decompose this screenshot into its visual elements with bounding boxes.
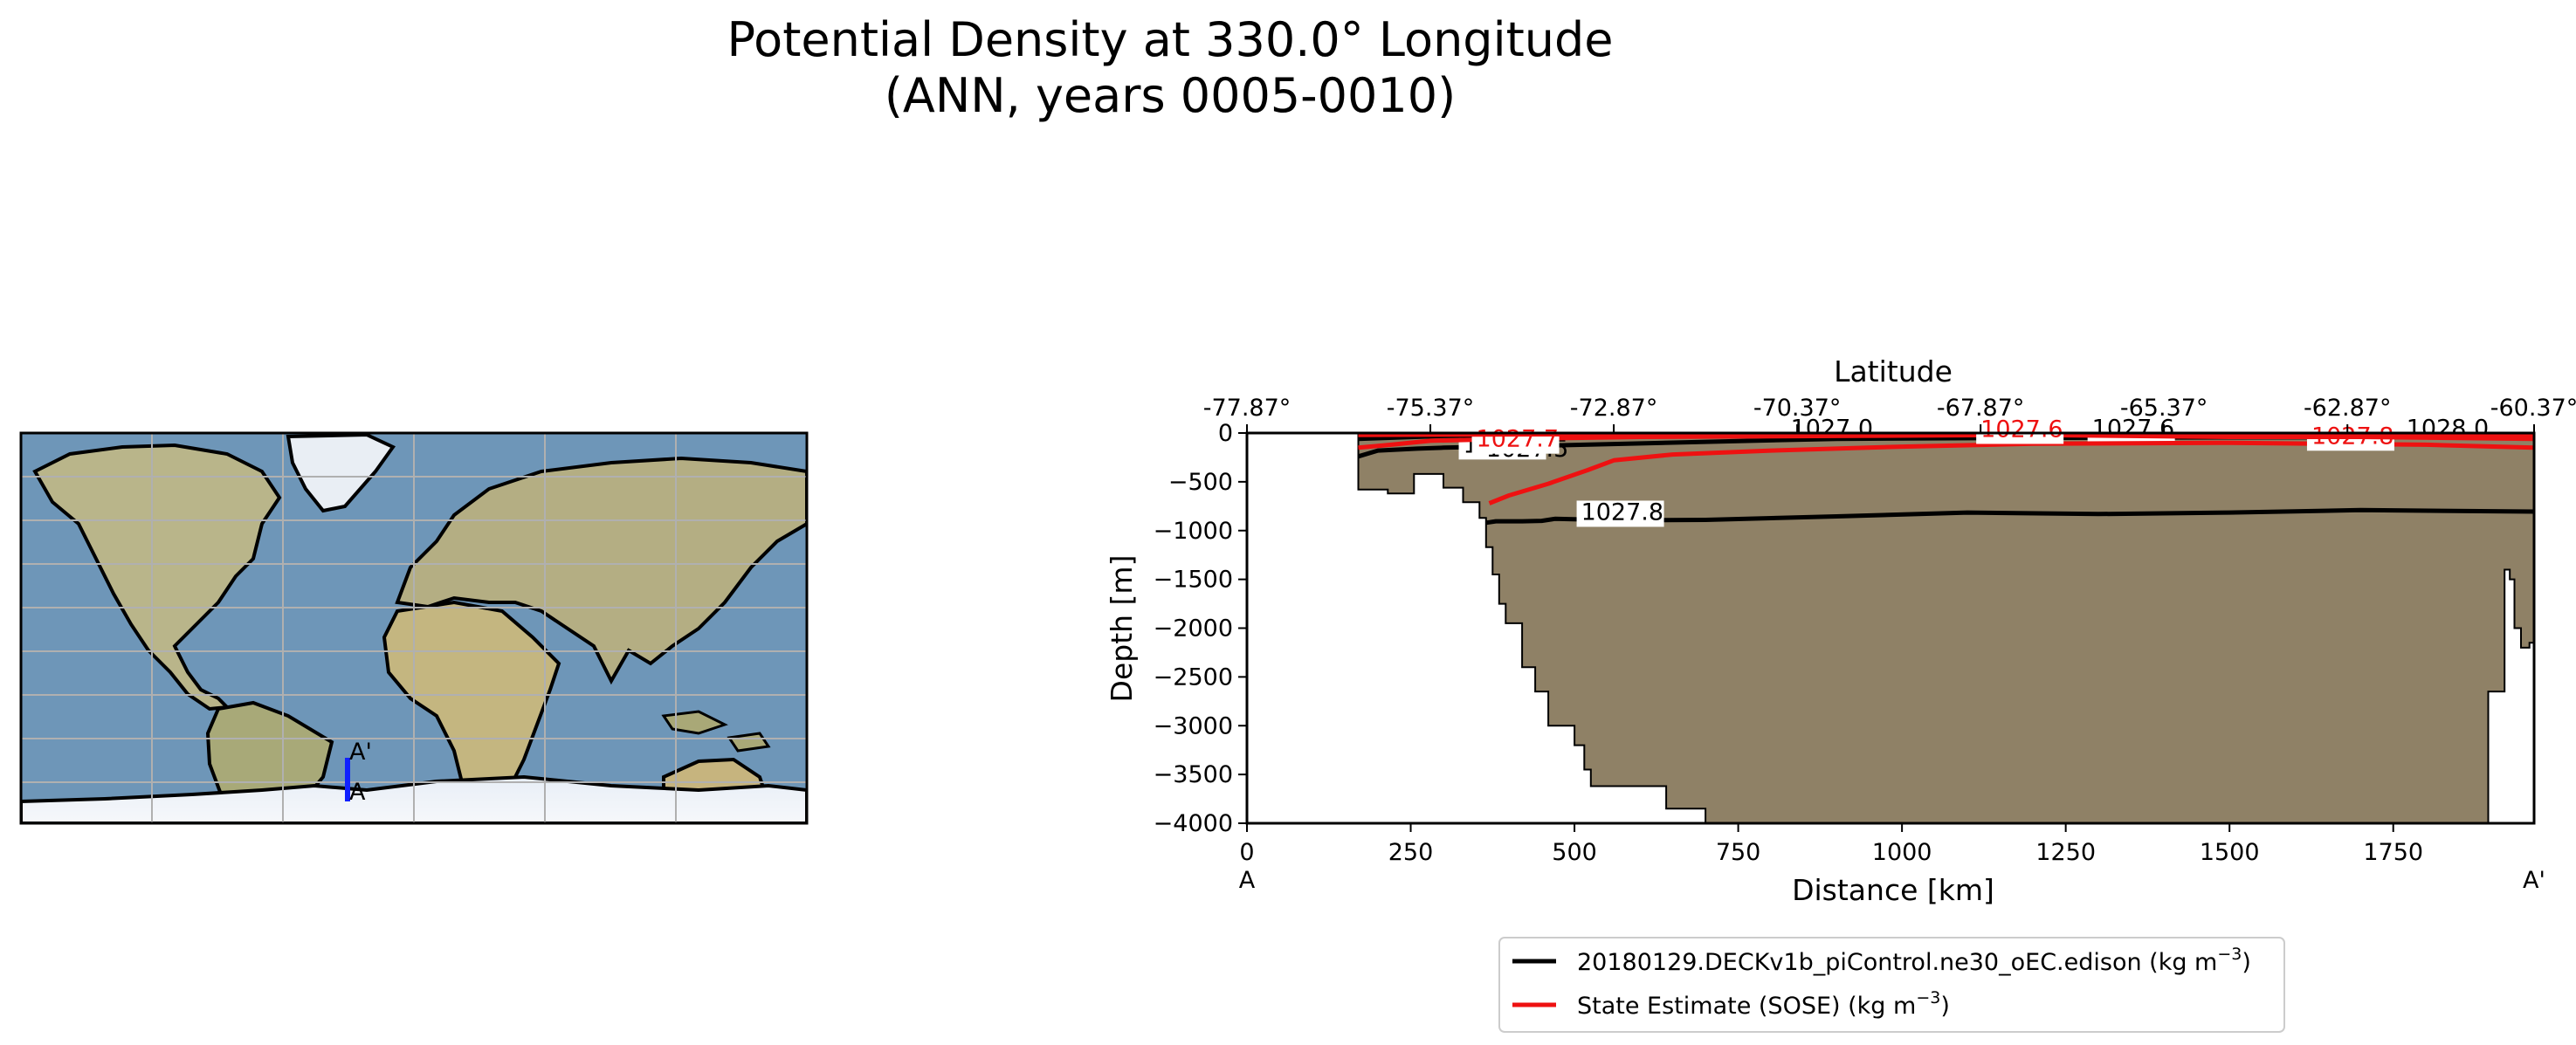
y-tick-label: −500	[1168, 469, 1233, 496]
latitude-ticks: -77.87° -75.37° -72.87° -70.37° -67.87° -65.3…	[1203, 395, 2576, 433]
chart-title-line2: (ANN, years 0005-0010)	[885, 68, 1456, 123]
bathymetry	[1247, 432, 2535, 824]
y-tick-label: 0	[1218, 420, 1233, 447]
contour-label-s0-0: 1027.8	[1581, 498, 1663, 526]
y-tick-label: −1500	[1154, 567, 1233, 594]
eurasia	[395, 456, 807, 685]
y-tick-label: −2500	[1154, 663, 1233, 691]
x-tick-label: 1000	[1872, 839, 1932, 866]
lat-tick-label: -67.87°	[1937, 395, 2025, 422]
x-tick-label: 750	[1716, 839, 1761, 866]
y-axis-ticks: 0 −500 −1000 −1500 −2000 −2500 −3000 −3500 −4000	[1154, 420, 1247, 837]
contour-label-s1-1: 1027.7	[1477, 426, 1559, 453]
x-tick-label: 1250	[2035, 839, 2096, 866]
x-tick-label: 250	[1388, 839, 1434, 866]
contour-line-s1-1	[1358, 432, 2535, 450]
contour-line-s1-0	[1488, 440, 2535, 505]
y-tick-label: −3500	[1154, 761, 1233, 788]
x-tick-label: 1750	[2363, 839, 2423, 866]
contour-label-s1-2: 1027.6	[1980, 416, 2063, 443]
top-axis-label: Latitude	[1834, 354, 1953, 388]
contour-label-bg-s0-0	[1576, 500, 1664, 527]
bathymetry-layer	[1247, 432, 2535, 824]
y-tick-label: −4000	[1154, 810, 1233, 837]
legend-label-model: 20180129.DECKv1b_piControl.ne30_oEC.edis…	[1577, 945, 2251, 976]
legend-label-sose: State Estimate (SOSE) (kg m−3)	[1577, 988, 1950, 1020]
section-end-label: A'	[2523, 867, 2545, 894]
contour-label-bg-s1-2	[1976, 417, 2064, 444]
x-tick-label: 1500	[2200, 839, 2260, 866]
greenland	[286, 433, 396, 513]
indonesia	[661, 710, 771, 753]
legend-frame	[1498, 937, 2285, 1033]
world-map: A' A	[19, 431, 809, 825]
x-tick-label: 500	[1552, 839, 1597, 866]
map-section-start-label: A	[349, 779, 366, 806]
map-frame	[19, 431, 809, 825]
lat-tick-label: -70.37°	[1753, 395, 1842, 422]
lat-tick-label: -77.87°	[1203, 395, 1291, 422]
x-tick-label: 0	[1239, 839, 1254, 866]
map-gridlines	[21, 433, 807, 823]
contour-line-s0-0	[1485, 507, 2535, 526]
chart-title-line1: Potential Density at 330.0° Longitude	[727, 12, 1614, 67]
contour-label-bg-s0-2	[2087, 416, 2175, 443]
section-start-label: A	[1239, 867, 1256, 894]
section-plot: 1027.81027.71027.61027.51027.01028.01027…	[1105, 354, 2576, 907]
y-tick-label: −3000	[1154, 712, 1233, 739]
y-tick-label: −1000	[1154, 518, 1233, 545]
lat-tick-label: -62.87°	[2304, 395, 2392, 422]
north-america	[32, 443, 282, 712]
lat-tick-label: -75.37°	[1387, 395, 1475, 422]
y-axis-label: Depth [m]	[1105, 555, 1139, 703]
map-section-end-label: A'	[349, 739, 372, 766]
lat-tick-label: -72.87°	[1570, 395, 1658, 422]
lat-tick-label: -60.37°	[2490, 395, 2576, 422]
legend: 20180129.DECKv1b_piControl.ne30_oEC.edis…	[1498, 937, 2285, 1033]
lat-tick-label: -65.37°	[2120, 395, 2208, 422]
x-axis-ticks: 0 250 500 750 1000 1250 1500 1750	[1239, 823, 2423, 866]
y-tick-label: −2000	[1154, 615, 1233, 643]
x-axis-label: Distance [km]	[1792, 873, 1994, 907]
